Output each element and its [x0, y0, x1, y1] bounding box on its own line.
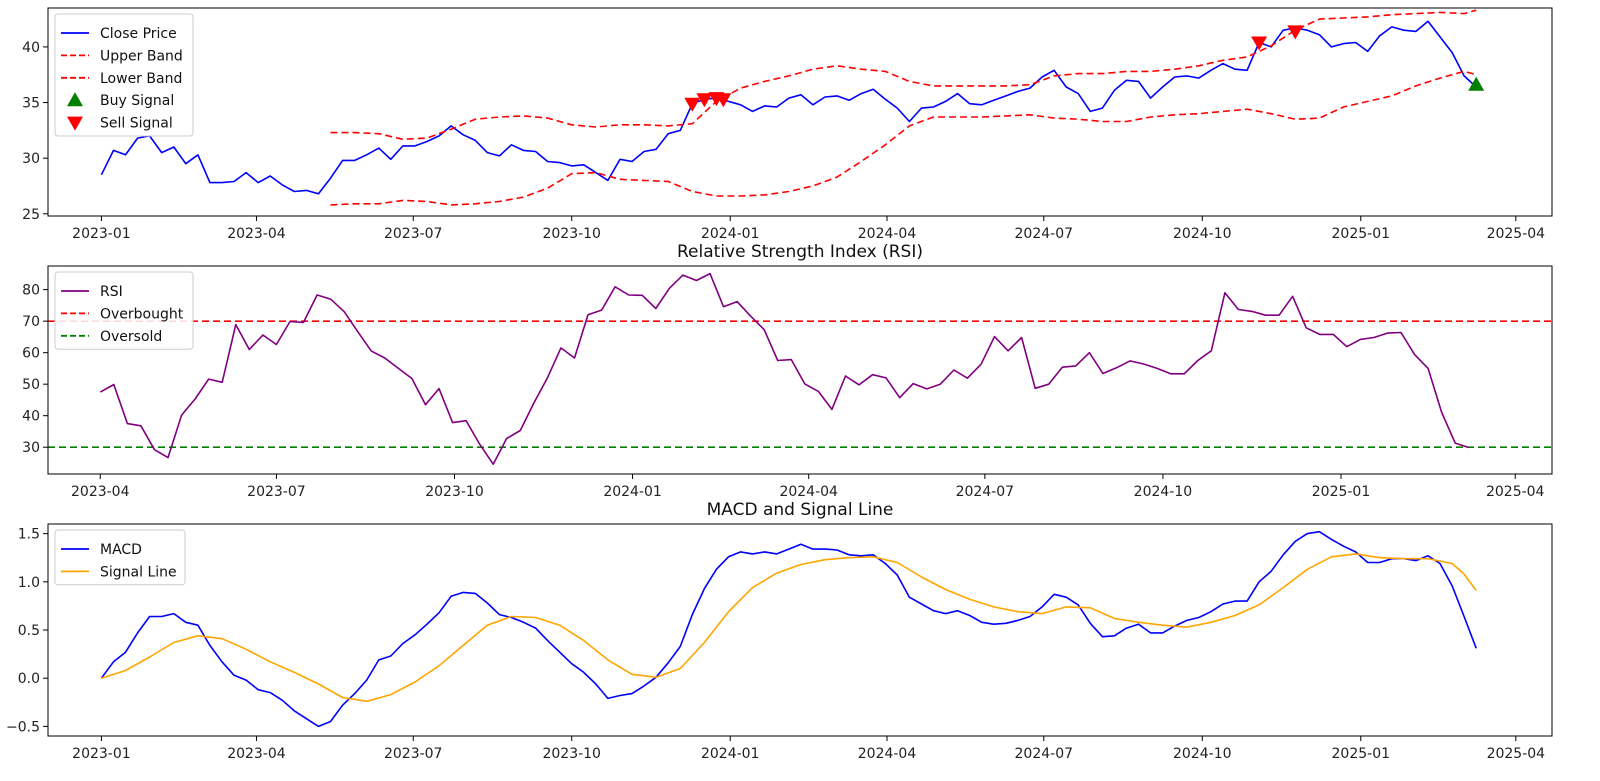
buy-signal-marker: [1468, 76, 1485, 91]
rsi-legend: RSI Overbought Oversold: [54, 271, 194, 350]
sell-signal-legend-swatch: [67, 116, 83, 131]
x-tick-label: 2024-04: [858, 226, 917, 242]
y-tick-label: 50: [22, 377, 40, 393]
y-tick-label: 25: [22, 207, 40, 223]
x-tick-label: 2024-10: [1173, 226, 1232, 242]
y-tick-label: 35: [22, 96, 40, 112]
sell-signal-marker: [715, 93, 732, 108]
lower-band-series: [330, 70, 1477, 206]
rsi-axes-frame: [47, 265, 1553, 475]
upper-band-legend-label: Upper Band: [100, 48, 183, 64]
x-tick-label: 2025-04: [1486, 484, 1545, 500]
rsi-legend-label: RSI: [100, 284, 123, 300]
price-plot-area: [100, 9, 1485, 206]
x-tick-label: 2025-01: [1312, 484, 1371, 500]
rsi-panel: Relative Strength Index (RSI) 2023-04 202…: [22, 242, 1553, 500]
x-tick-label: 2024-04: [779, 484, 838, 500]
rsi-title: Relative Strength Index (RSI): [677, 242, 923, 262]
x-tick-label: 2023-10: [425, 484, 484, 500]
macd-legend-label: MACD: [100, 542, 142, 558]
buy-signal-legend-label: Buy Signal: [100, 93, 174, 109]
x-tick-label: 2024-10: [1134, 484, 1193, 500]
legend-box: [54, 13, 194, 137]
x-tick-label: 2024-01: [701, 746, 760, 762]
close-price-legend-label: Close Price: [100, 26, 177, 42]
price-panel: 2023-01 2023-04 2023-07 2023-10 2024-01 2024-…: [22, 7, 1553, 242]
x-tick-label: 2024-07: [1015, 226, 1074, 242]
x-tick-label: 2024-04: [858, 746, 917, 762]
sell-signal-marker: [1251, 36, 1268, 51]
x-tick-label: 2025-01: [1332, 226, 1391, 242]
x-tick-label: 2025-04: [1487, 746, 1546, 762]
overbought-legend-label: Overbought: [100, 306, 184, 322]
x-tick-label: 2023-07: [384, 226, 443, 242]
x-tick-label: 2024-07: [1015, 746, 1074, 762]
x-tick-label: 2025-01: [1332, 746, 1391, 762]
y-tick-label: 60: [22, 346, 40, 362]
y-tick-label: 80: [22, 283, 40, 299]
y-tick-label: 30: [22, 440, 40, 456]
x-tick-label: 2023-04: [227, 226, 286, 242]
close-price-series: [100, 20, 1477, 195]
price-ticks: 2023-01 2023-04 2023-07 2023-10 2024-01 2024-…: [22, 40, 1545, 242]
y-tick-label: 40: [22, 40, 40, 56]
price-axes-frame: [47, 7, 1553, 217]
macd-ticks: 2023-01 2023-04 2023-07 2023-10 2024-01 2024-…: [6, 527, 1545, 762]
rsi-plot-area: [48, 272, 1552, 465]
x-tick-label: 2023-01: [72, 226, 131, 242]
x-tick-label: 2023-04: [227, 746, 286, 762]
x-tick-label: 2024-10: [1173, 746, 1232, 762]
macd-title: MACD and Signal Line: [707, 500, 894, 520]
x-tick-label: 2024-07: [956, 484, 1015, 500]
rsi-ticks: 2023-04 2023-07 2023-10 2024-01 2024-04 2024-…: [22, 283, 1544, 500]
x-tick-label: 2024-01: [603, 484, 662, 500]
y-tick-label: 40: [22, 409, 40, 425]
macd-legend: MACD Signal Line: [54, 529, 186, 586]
macd-panel: MACD and Signal Line 2023-01 2023-04 2023-…: [6, 500, 1553, 762]
x-tick-label: 2023-10: [542, 746, 601, 762]
x-tick-label: 2025-04: [1487, 226, 1546, 242]
macd-series: [100, 530, 1477, 728]
macd-plot-area: [100, 530, 1477, 728]
sell-signal-marker: [1287, 25, 1304, 40]
rsi-series: [99, 272, 1470, 465]
x-tick-label: 2023-10: [542, 226, 601, 242]
sell-signal-legend-label: Sell Signal: [100, 116, 173, 132]
x-tick-label: 2023-01: [72, 746, 131, 762]
price-legend: Close Price Upper Band Lower Band Buy Signa…: [54, 13, 194, 137]
legend-box: [54, 271, 194, 350]
signal-line-series: [101, 553, 1477, 703]
y-tick-label: 1.5: [18, 527, 40, 543]
y-tick-label: −0.5: [6, 719, 40, 735]
sell-signal-marker: [696, 93, 713, 108]
sell-signal-marker: [684, 97, 701, 112]
x-tick-label: 2023-04: [71, 484, 130, 500]
oversold-legend-label: Oversold: [100, 329, 162, 345]
y-tick-label: 70: [22, 314, 40, 330]
lower-band-legend-label: Lower Band: [100, 71, 182, 87]
buy-signal-legend-swatch: [67, 92, 83, 107]
x-tick-label: 2024-01: [701, 226, 760, 242]
y-tick-label: 1.0: [18, 575, 40, 591]
y-tick-label: 0.0: [18, 671, 40, 687]
x-tick-label: 2023-07: [384, 746, 443, 762]
y-tick-label: 30: [22, 151, 40, 167]
signal-line-legend-label: Signal Line: [100, 564, 177, 580]
x-tick-label: 2023-07: [247, 484, 306, 500]
y-tick-label: 0.5: [18, 623, 40, 639]
